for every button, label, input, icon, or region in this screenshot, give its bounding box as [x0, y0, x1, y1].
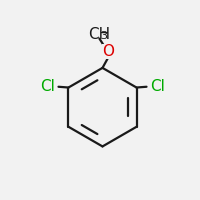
Text: O: O [102, 44, 114, 59]
Text: Cl: Cl [40, 79, 55, 94]
Text: CH: CH [88, 27, 110, 42]
Text: 3: 3 [101, 31, 108, 41]
Text: Cl: Cl [150, 79, 165, 94]
